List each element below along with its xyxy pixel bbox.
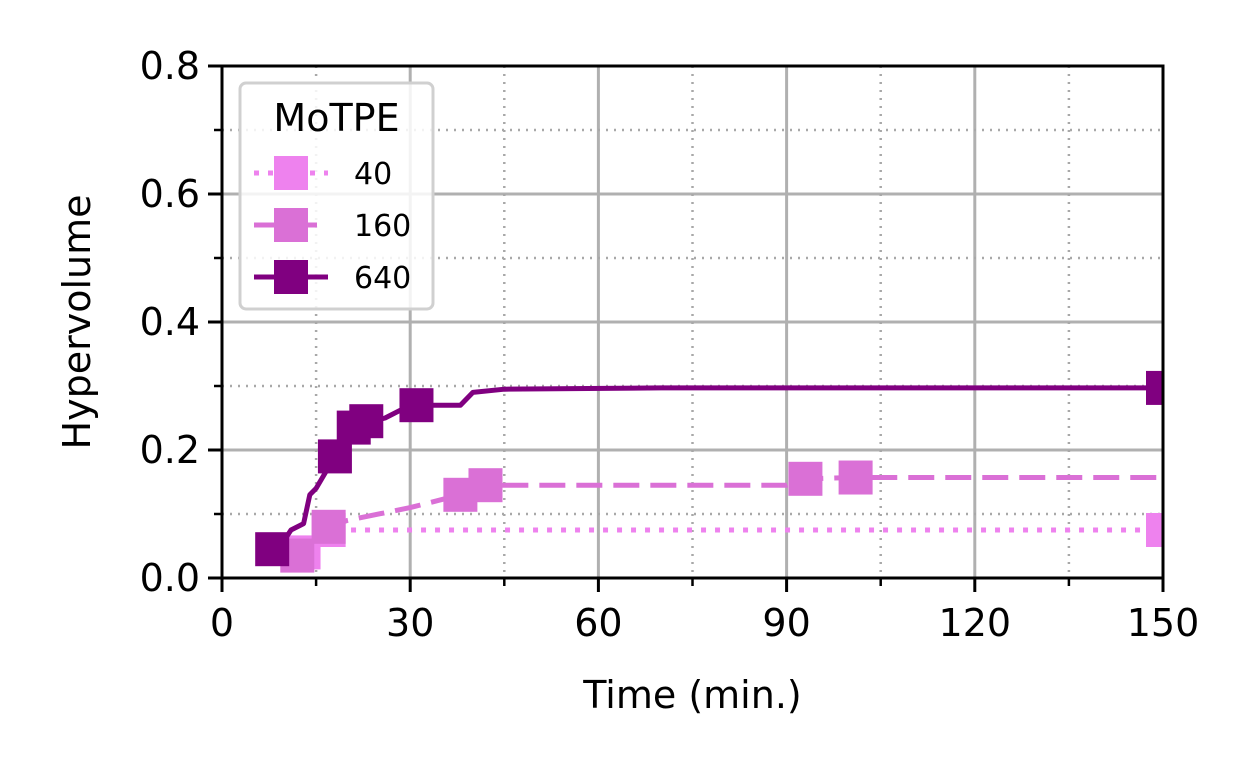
legend-item-160: 160 — [254, 208, 411, 244]
legend-marker-swatch — [274, 156, 308, 190]
x-tick-label: 60 — [574, 601, 622, 645]
series-640 — [255, 370, 1163, 567]
y-tick-label: 0.0 — [140, 556, 200, 600]
data-point-640 — [399, 388, 434, 423]
legend-label: 640 — [354, 261, 411, 296]
data-point-40 — [1146, 513, 1163, 547]
x-tick-label: 30 — [386, 601, 434, 645]
data-point-160 — [468, 468, 503, 503]
legend: MoTPE 40 160 640 — [238, 81, 435, 311]
legend-item-40: 40 — [254, 156, 392, 192]
x-tick-label: 90 — [762, 601, 810, 645]
legend-items: 40 160 640 — [254, 156, 411, 296]
y-tick-label: 0.6 — [140, 172, 200, 216]
x-tick-label: 150 — [1127, 601, 1200, 645]
legend-label: 40 — [354, 157, 392, 192]
data-point-640 — [317, 439, 352, 474]
x-axis-label: Time (min.) — [582, 673, 801, 717]
series-line-40 — [301, 527, 1163, 555]
data-point-160 — [838, 460, 873, 495]
y-tick-label: 0.8 — [140, 44, 200, 88]
x-tick-label: 0 — [210, 601, 234, 645]
data-point-640 — [255, 532, 290, 567]
legend-label: 160 — [354, 209, 411, 244]
y-axis-label: Hypervolume — [55, 195, 99, 450]
series-line-160 — [295, 475, 1163, 558]
legend-title: MoTPE — [273, 96, 399, 140]
legend-item-640: 640 — [254, 260, 411, 296]
series-40 — [286, 513, 1163, 570]
series-160 — [280, 460, 1163, 573]
data-point-160 — [311, 509, 346, 544]
axis-ticks: 0 30 60 90 120 150 0.0 0.2 0.4 0.6 0.8 — [140, 44, 1200, 645]
legend-marker-swatch — [274, 208, 308, 242]
y-tick-label: 0.4 — [140, 300, 200, 344]
data-point-640 — [349, 404, 384, 439]
y-tick-label: 0.2 — [140, 428, 200, 472]
series-group — [255, 370, 1163, 573]
data-point-160 — [788, 461, 823, 496]
legend-box — [238, 81, 435, 311]
x-tick-label: 120 — [939, 601, 1012, 645]
data-point-640 — [1146, 370, 1163, 405]
legend-marker-swatch — [274, 260, 308, 294]
